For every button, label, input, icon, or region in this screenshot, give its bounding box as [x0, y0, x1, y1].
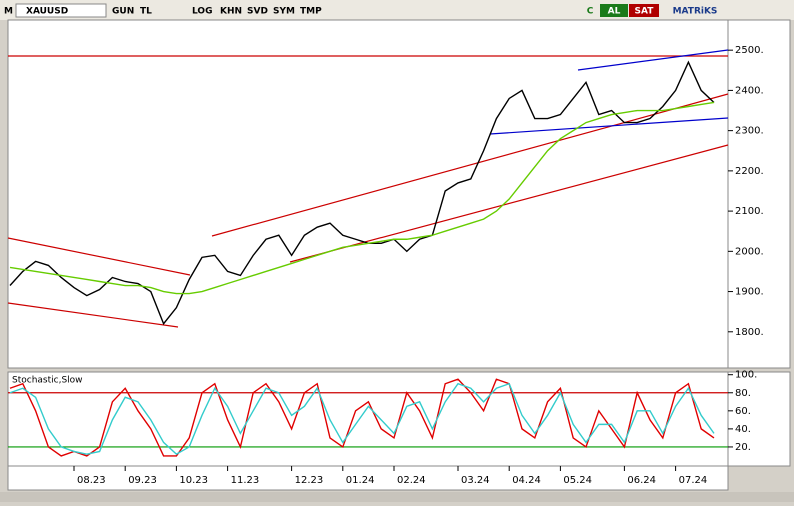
toolbar-button[interactable]: TMP — [300, 7, 322, 17]
trendlines — [7, 49, 729, 328]
series-line — [9, 382, 715, 456]
menu-m[interactable]: M — [4, 7, 13, 17]
sell-button[interactable] — [629, 4, 659, 17]
y-tick-label: 1900. — [735, 287, 764, 298]
trendline — [577, 49, 729, 71]
buy-label[interactable]: AL — [608, 7, 621, 17]
refresh[interactable]: C — [587, 7, 594, 17]
toolbar-button[interactable]: SYM — [273, 7, 295, 17]
y-tick-label: 100. — [735, 370, 757, 381]
series-line — [9, 60, 715, 326]
symbol-box[interactable] — [15, 3, 107, 18]
x-tick-label: 05.24 — [563, 475, 592, 486]
symbol[interactable]: XAUUSD — [26, 7, 68, 17]
sell-label[interactable]: SAT — [635, 7, 655, 17]
trendline — [211, 93, 729, 237]
time-axis — [7, 465, 729, 491]
trendline — [7, 237, 191, 276]
y-tick-label: 2000. — [735, 246, 764, 257]
trendline — [489, 117, 729, 135]
y-tick-label: 2300. — [735, 126, 764, 137]
toolbar-button[interactable]: KHN — [220, 7, 242, 17]
trendline — [7, 302, 179, 328]
x-tick-label: 12.23 — [295, 475, 324, 486]
x-tick-label: 03.24 — [461, 475, 490, 486]
x-tick-label: 10.23 — [179, 475, 208, 486]
x-tick-label: 02.24 — [397, 475, 426, 486]
toolbar-button[interactable]: SVD — [247, 7, 268, 17]
x-tick-label: 11.23 — [231, 475, 260, 486]
toolbar-button[interactable]: TL — [140, 7, 152, 17]
x-tick-label: 06.24 — [627, 475, 656, 486]
brand: MATRiKS — [673, 7, 718, 17]
series-line — [9, 378, 715, 457]
y-tick-label: 2200. — [735, 166, 764, 177]
trendline — [289, 144, 729, 263]
x-tick-label: 07.24 — [679, 475, 708, 486]
buy-button[interactable] — [600, 4, 628, 17]
y-tick-label: 2400. — [735, 85, 764, 96]
y-tick-label: 2100. — [735, 206, 764, 217]
y-tick-label: 60. — [735, 406, 751, 417]
stoch-panel — [7, 371, 729, 467]
x-tick-label: 04.24 — [512, 475, 541, 486]
stoch-axis — [727, 371, 791, 467]
y-tick-label: 1800. — [735, 327, 764, 338]
x-tick-label: 08.23 — [77, 475, 106, 486]
stoch-title: Stochastic,Slow — [12, 376, 83, 386]
y-tick-label: 2500. — [735, 45, 764, 56]
toolbar — [0, 0, 794, 20]
y-tick-label: 80. — [735, 388, 751, 399]
x-tick-label: 01.24 — [346, 475, 375, 486]
toolbar-button[interactable]: GUN — [112, 7, 134, 17]
price-panel — [7, 19, 729, 369]
toolbar-button[interactable]: LOG — [192, 7, 212, 17]
series-line — [9, 101, 715, 295]
y-tick-label: 40. — [735, 424, 751, 435]
x-tick-label: 09.23 — [128, 475, 157, 486]
scrollbar[interactable] — [0, 492, 794, 502]
price-axis — [727, 19, 791, 369]
y-tick-label: 20. — [735, 442, 751, 453]
